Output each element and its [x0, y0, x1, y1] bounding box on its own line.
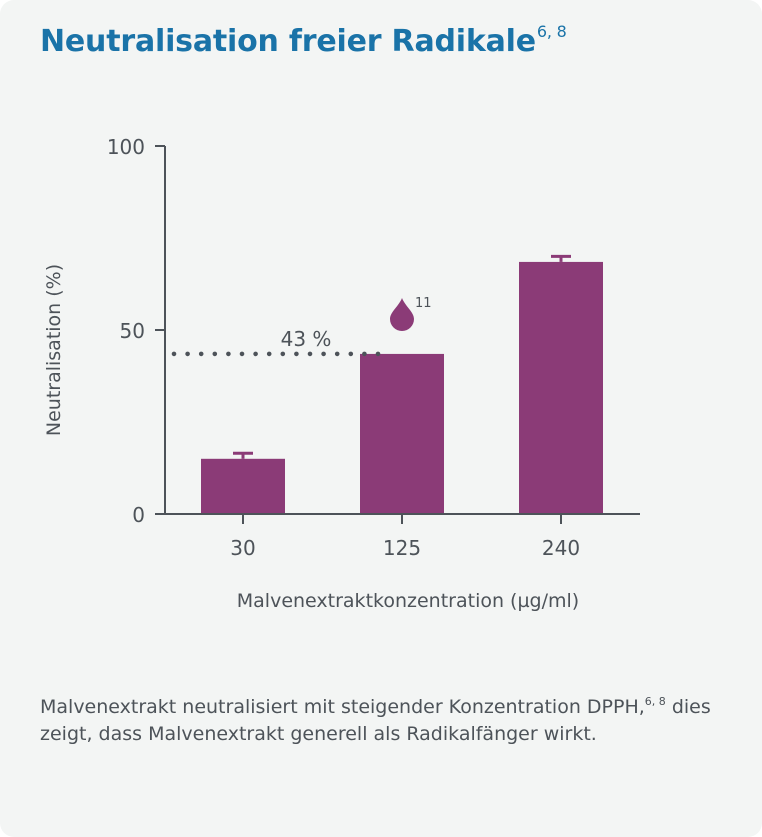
caption-text-1: Malvenextrakt neutralisiert mit steigend… — [40, 696, 645, 718]
reference-dot — [253, 351, 258, 357]
reference-dot — [239, 351, 245, 357]
reference-dot — [294, 351, 299, 357]
reference-dot — [280, 351, 286, 357]
reference-dot — [185, 351, 190, 357]
x-tick-label-240: 240 — [542, 536, 580, 560]
drop-icon — [390, 298, 414, 331]
reference-dot — [266, 351, 272, 357]
x-tick-label-30: 30 — [230, 536, 255, 560]
reference-dot — [171, 351, 177, 357]
reference-dot — [321, 351, 326, 357]
chart-caption: Malvenextrakt neutralisiert mit steigend… — [40, 688, 730, 748]
x-axis-label: Malvenextraktkonzentration (µg/ml) — [237, 590, 579, 612]
reference-dot — [334, 351, 340, 357]
annotation-label: 43 % — [281, 327, 332, 351]
y-tick-label-0: 0 — [132, 503, 145, 527]
reference-dot — [198, 351, 204, 357]
drop-icon-footnote: 11 — [415, 296, 432, 311]
bar-240 — [519, 261, 603, 514]
x-tick-label-125: 125 — [383, 536, 421, 560]
reference-dot — [348, 351, 354, 357]
caption-footnote: 6, 8 — [644, 695, 666, 708]
bar-30 — [201, 458, 285, 514]
bar-125 — [360, 353, 444, 514]
title-footnote: 6, 8 — [536, 22, 567, 41]
reference-dot — [375, 351, 381, 357]
chart-title: Neutralisation freier Radikale6, 8 — [40, 22, 567, 59]
reference-dot — [362, 351, 367, 357]
reference-dot — [212, 351, 218, 357]
y-tick-label-50: 50 — [120, 319, 145, 343]
y-axis-label: Neutralisation (%) — [43, 264, 65, 436]
caption-text-2: dies zeigt, dass Malvenextrakt generell … — [40, 696, 711, 745]
y-tick-label-100: 100 — [107, 135, 145, 159]
reference-dot — [307, 351, 313, 357]
reference-dot — [226, 351, 231, 357]
